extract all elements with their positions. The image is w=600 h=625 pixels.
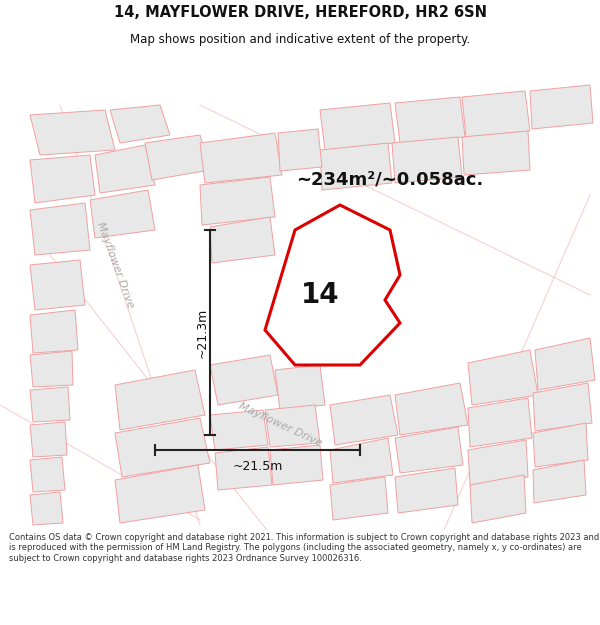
Polygon shape (468, 440, 528, 485)
Polygon shape (275, 365, 325, 410)
Polygon shape (145, 135, 210, 180)
Polygon shape (30, 310, 78, 353)
Polygon shape (278, 129, 322, 171)
Polygon shape (392, 137, 462, 183)
Polygon shape (115, 370, 205, 430)
Text: 14: 14 (301, 281, 340, 309)
Polygon shape (395, 468, 458, 513)
Polygon shape (30, 110, 115, 155)
Polygon shape (210, 217, 275, 263)
Polygon shape (330, 438, 393, 483)
Polygon shape (30, 492, 63, 525)
Polygon shape (330, 395, 398, 445)
Text: ~234m²/~0.058ac.: ~234m²/~0.058ac. (296, 171, 484, 189)
Polygon shape (30, 203, 90, 255)
Polygon shape (200, 133, 282, 183)
Text: 14, MAYFLOWER DRIVE, HEREFORD, HR2 6SN: 14, MAYFLOWER DRIVE, HEREFORD, HR2 6SN (113, 4, 487, 19)
Text: ~21.3m: ~21.3m (196, 308, 209, 358)
Polygon shape (30, 155, 95, 203)
Polygon shape (320, 143, 392, 190)
Polygon shape (30, 422, 67, 457)
Polygon shape (110, 105, 170, 143)
Polygon shape (90, 190, 155, 238)
Polygon shape (265, 405, 320, 447)
Polygon shape (265, 205, 400, 365)
Polygon shape (462, 131, 530, 175)
Polygon shape (30, 260, 85, 310)
Text: Contains OS data © Crown copyright and database right 2021. This information is : Contains OS data © Crown copyright and d… (9, 533, 599, 562)
Polygon shape (533, 383, 592, 431)
Text: Mayflower Drive: Mayflower Drive (237, 401, 323, 449)
Polygon shape (533, 460, 586, 503)
Polygon shape (535, 338, 595, 390)
Polygon shape (395, 97, 465, 143)
Polygon shape (468, 398, 532, 447)
Polygon shape (462, 91, 530, 137)
Polygon shape (115, 465, 205, 523)
Polygon shape (530, 85, 593, 129)
Text: Map shows position and indicative extent of the property.: Map shows position and indicative extent… (130, 33, 470, 46)
Polygon shape (215, 447, 272, 490)
Polygon shape (210, 410, 268, 450)
Polygon shape (210, 355, 278, 405)
Text: ~21.5m: ~21.5m (232, 459, 283, 472)
Polygon shape (395, 427, 463, 473)
Polygon shape (115, 418, 210, 477)
Polygon shape (395, 383, 468, 435)
Text: Mayflower Drive: Mayflower Drive (95, 221, 135, 309)
Polygon shape (30, 457, 65, 492)
Polygon shape (330, 477, 388, 520)
Polygon shape (270, 445, 323, 485)
Polygon shape (30, 351, 73, 387)
Polygon shape (468, 350, 538, 405)
Polygon shape (533, 423, 588, 467)
Polygon shape (470, 475, 526, 523)
Polygon shape (95, 145, 155, 193)
Polygon shape (320, 103, 395, 150)
Polygon shape (30, 387, 70, 422)
Polygon shape (200, 177, 275, 225)
